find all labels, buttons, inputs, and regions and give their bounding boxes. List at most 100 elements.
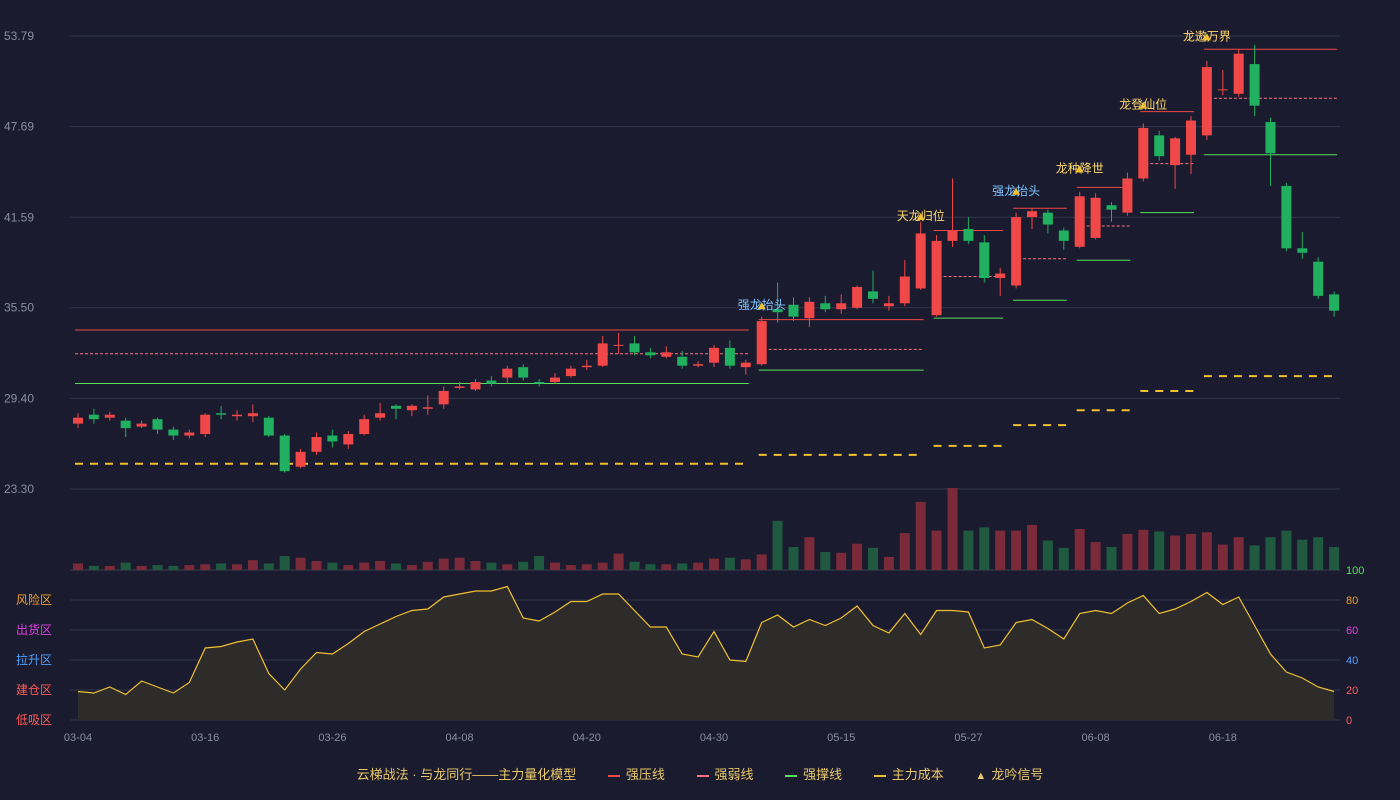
price-tick-label: 23.30 bbox=[4, 482, 34, 496]
legend-label-cost: 主力成本 bbox=[891, 767, 944, 782]
candle-body bbox=[629, 343, 640, 353]
candle-body bbox=[852, 286, 863, 308]
volume-bar bbox=[1074, 529, 1085, 570]
volume-bar bbox=[1027, 524, 1037, 570]
oscillator-tick-label: 80 bbox=[1346, 595, 1358, 607]
candle-body bbox=[677, 356, 688, 366]
oscillator-tick-label: 40 bbox=[1346, 655, 1358, 667]
candle-body bbox=[1058, 230, 1069, 241]
volume-bar bbox=[359, 562, 370, 570]
signal-triangle bbox=[1202, 33, 1211, 41]
legend-label-signal: 龙吟信号 bbox=[991, 767, 1044, 782]
volume-bar bbox=[1042, 540, 1053, 570]
volume-bar bbox=[1106, 547, 1117, 570]
volume-bar bbox=[152, 565, 163, 570]
x-tick-label: 06-08 bbox=[1082, 732, 1110, 744]
x-tick-label: 04-08 bbox=[446, 732, 474, 744]
volume-bar bbox=[454, 557, 465, 570]
candle-body bbox=[1154, 135, 1165, 157]
candle-body bbox=[406, 405, 417, 411]
oscillator-tick-label: 100 bbox=[1346, 565, 1364, 577]
candle-body bbox=[470, 382, 481, 390]
oscillator-zone-label: 低吸区 bbox=[16, 713, 52, 727]
volume-bar bbox=[1217, 544, 1228, 570]
candle-body bbox=[343, 434, 354, 445]
volume-bar bbox=[73, 563, 83, 570]
volume-bar bbox=[995, 530, 1006, 570]
candle-body bbox=[1329, 294, 1340, 311]
candle-body bbox=[232, 414, 242, 417]
oscillator-line bbox=[77, 585, 1335, 696]
candle-body bbox=[88, 414, 99, 420]
volume-bar bbox=[693, 562, 704, 570]
volume-bar bbox=[581, 564, 592, 570]
volume-bar bbox=[947, 488, 958, 570]
volume-bar bbox=[661, 564, 672, 570]
candle-body bbox=[1249, 64, 1260, 106]
volume-bar bbox=[804, 537, 815, 570]
volume-bar bbox=[550, 562, 560, 570]
volume-bar bbox=[486, 562, 497, 570]
candle-body bbox=[422, 407, 433, 409]
volume-bar bbox=[772, 520, 783, 570]
price-tick-label: 29.40 bbox=[4, 391, 34, 405]
volume-bar bbox=[406, 565, 417, 570]
candle-body bbox=[1297, 248, 1308, 253]
x-tick-label: 03-16 bbox=[191, 732, 219, 744]
signal-triangle bbox=[1075, 165, 1084, 173]
candle-body bbox=[1281, 185, 1292, 249]
legend-item-support: 强撑线 bbox=[785, 764, 842, 783]
x-tick-label: 05-27 bbox=[954, 732, 982, 744]
candle-body bbox=[1106, 205, 1117, 210]
signal-triangle bbox=[1012, 187, 1021, 195]
volume-bar bbox=[1058, 547, 1069, 570]
candle-body bbox=[931, 240, 942, 316]
candle-body bbox=[756, 321, 767, 365]
volume-bar bbox=[1233, 537, 1244, 570]
candle-body bbox=[104, 414, 115, 418]
oscillator-tick-label: 20 bbox=[1346, 685, 1358, 697]
candle-body bbox=[550, 377, 560, 383]
candle-body bbox=[295, 451, 306, 467]
candle-body bbox=[216, 413, 227, 415]
volume-bar bbox=[391, 563, 401, 570]
candle-body bbox=[1265, 122, 1276, 154]
candle-body bbox=[661, 352, 672, 357]
candle-body bbox=[868, 291, 878, 299]
volume-bar bbox=[565, 565, 576, 570]
volume-bar bbox=[200, 564, 211, 570]
candle-body bbox=[327, 435, 338, 442]
candle-body bbox=[709, 347, 719, 363]
legend-item-signal: ▲ 龙吟信号 bbox=[975, 764, 1043, 783]
volume-bar bbox=[88, 565, 99, 570]
candle-body bbox=[375, 413, 386, 418]
candle-body bbox=[534, 382, 545, 384]
candle-body bbox=[311, 436, 322, 452]
candle-body bbox=[120, 420, 131, 429]
volume-bar bbox=[852, 543, 863, 570]
candle-body bbox=[836, 303, 847, 310]
volume-bar bbox=[470, 560, 481, 570]
candle-body bbox=[804, 301, 815, 319]
candle-body bbox=[899, 276, 910, 304]
volume-bar bbox=[868, 547, 878, 570]
price-tick-label: 53.79 bbox=[4, 29, 34, 43]
volume-bar bbox=[820, 551, 831, 570]
candle-body bbox=[279, 435, 290, 472]
candle-body bbox=[1233, 53, 1244, 94]
candle-body bbox=[1217, 89, 1228, 91]
oscillator-tick-label: 0 bbox=[1346, 715, 1352, 727]
candle-body bbox=[772, 309, 783, 313]
legend-swatch-resistance bbox=[607, 774, 620, 777]
x-tick-label: 03-26 bbox=[318, 732, 346, 744]
candle-body bbox=[1122, 178, 1133, 213]
candle-body bbox=[391, 405, 401, 409]
volume-bar bbox=[263, 563, 274, 570]
volume-bar bbox=[1329, 547, 1340, 570]
volume-bar bbox=[1249, 545, 1260, 570]
oscillator-tick-label: 60 bbox=[1346, 625, 1358, 637]
volume-bar bbox=[184, 565, 195, 570]
candle-body bbox=[995, 273, 1006, 279]
legend-item-weak: 强弱线 bbox=[696, 764, 754, 783]
candle-body bbox=[645, 352, 656, 356]
